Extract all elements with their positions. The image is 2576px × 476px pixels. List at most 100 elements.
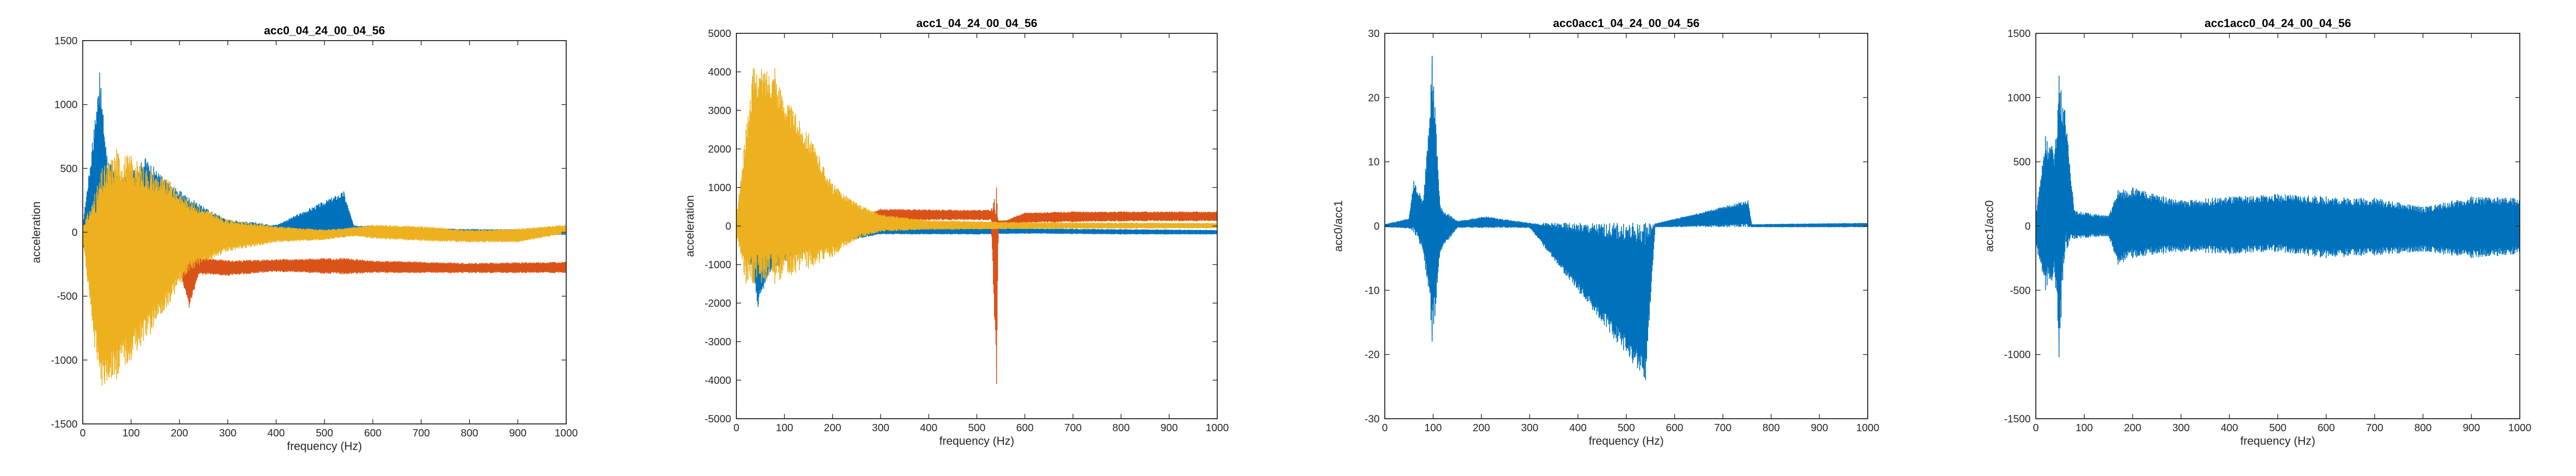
x-tick-label: 700 (2366, 422, 2383, 434)
series-line (1385, 56, 1868, 380)
x-tick-label: 400 (267, 428, 285, 439)
series-line (736, 68, 1217, 284)
x-tick-label: 100 (776, 422, 793, 434)
x-tick-label: 800 (1763, 422, 1780, 434)
x-tick-label: 600 (2317, 422, 2335, 434)
x-tick-label: 700 (1714, 422, 1731, 434)
y-axis-label: acceleration (30, 202, 43, 264)
y-tick-label: -3000 (705, 336, 731, 348)
x-tick-label: 0 (733, 422, 739, 434)
y-axis-label: acc1/acc0 (1983, 200, 1996, 252)
x-tick-label: 0 (1382, 422, 1387, 434)
x-tick-label: 900 (1811, 422, 1828, 434)
series-0 (1385, 56, 1868, 380)
panel-title: acc0_04_24_00_04_56 (264, 24, 385, 37)
x-tick-label: 600 (1016, 422, 1034, 434)
x-tick-label: 200 (171, 428, 188, 439)
x-tick-label: 600 (1666, 422, 1683, 434)
y-tick-label: 5000 (708, 28, 732, 40)
x-tick-label: 100 (1424, 422, 1442, 434)
y-tick-label: -5000 (705, 414, 731, 425)
x-tick-label: 700 (413, 428, 430, 439)
series-line (2036, 76, 2520, 357)
x-tick-label: 400 (1570, 422, 1587, 434)
x-tick-label: 300 (872, 422, 889, 434)
y-tick-label: 10 (1368, 157, 1380, 168)
y-tick-label: -500 (57, 291, 78, 303)
x-tick-label: 300 (219, 428, 236, 439)
y-tick-label: -30 (1364, 414, 1380, 425)
x-tick-label: 800 (1113, 422, 1130, 434)
x-tick-label: 600 (364, 428, 381, 439)
y-tick-label: -20 (1364, 349, 1380, 361)
x-tick-label: 200 (824, 422, 841, 434)
y-tick-label: 500 (60, 163, 78, 174)
x-tick-label: 1000 (2508, 422, 2532, 434)
y-tick-label: -10 (1364, 285, 1380, 296)
panel-title: acc1acc0_04_24_00_04_56 (2204, 17, 2351, 30)
y-tick-label: 1000 (55, 99, 78, 111)
x-tick-label: 900 (1161, 422, 1178, 434)
x-tick-label: 100 (2075, 422, 2093, 434)
x-tick-label: 200 (2124, 422, 2141, 434)
x-tick-label: 500 (1617, 422, 1635, 434)
x-tick-label: 1000 (1856, 422, 1880, 434)
panel-title: acc0acc1_04_24_00_04_56 (1553, 17, 1699, 30)
x-tick-label: 300 (2172, 422, 2189, 434)
x-tick-label: 500 (968, 422, 985, 434)
y-tick-label: -500 (2010, 285, 2031, 296)
y-tick-label: 1000 (2008, 92, 2031, 104)
panel-acc0acc1: 0 100 200 300 400 500 600 700 800 900 1000-30-20-1… (1332, 17, 1879, 447)
y-axis-label: acc0/acc1 (1332, 200, 1345, 252)
y-tick-label: 1000 (708, 182, 732, 194)
y-tick-label: -2000 (705, 298, 731, 309)
y-tick-label: 500 (2013, 157, 2031, 168)
panel-acc1acc0: 0 100 200 300 400 500 600 700 800 900 1000 -1500 -10… (1983, 17, 2531, 447)
x-tick-label: 1000 (555, 428, 578, 439)
y-tick-label: 2000 (708, 144, 732, 155)
y-tick-label: -1500 (51, 419, 78, 430)
y-tick-label: 0 (1374, 221, 1380, 232)
y-tick-label: 0 (2025, 221, 2031, 232)
series-0 (2036, 76, 2520, 357)
x-tick-label: 400 (920, 422, 937, 434)
x-axis-label: frequency (Hz) (1589, 434, 1664, 447)
y-tick-label: -4000 (705, 375, 731, 386)
y-tick-label: -1500 (2004, 414, 2031, 425)
panel-acc1: 0 100 200 300 400 500 600 700 800 900 1000 -5000 -40… (683, 17, 1229, 447)
y-tick-label: -1000 (2004, 349, 2031, 361)
y-axis-label: acceleration (683, 195, 696, 257)
series-2 (736, 68, 1217, 284)
y-tick-label: 3000 (708, 105, 732, 117)
x-tick-label: 300 (1521, 422, 1538, 434)
x-tick-label: 800 (2414, 422, 2431, 434)
y-tick-label: 30 (1368, 28, 1380, 40)
x-tick-label: 1000 (1206, 422, 1229, 434)
x-axis-label: frequency (Hz) (287, 440, 362, 453)
x-tick-label: 200 (1473, 422, 1490, 434)
x-tick-label: 500 (2269, 422, 2286, 434)
x-tick-label: 800 (461, 428, 478, 439)
y-tick-label: 1500 (55, 35, 78, 47)
y-tick-label: 1500 (2008, 28, 2031, 40)
series-line (83, 149, 566, 386)
y-tick-label: 20 (1368, 92, 1380, 104)
y-tick-label: 4000 (708, 67, 732, 78)
y-tick-label: -1000 (51, 355, 78, 366)
x-axis-label: frequency (Hz) (2240, 434, 2315, 447)
x-tick-label: 100 (122, 428, 139, 439)
x-tick-label: 0 (2033, 422, 2038, 434)
x-tick-label: 400 (2221, 422, 2238, 434)
panel-acc0: 0 100 200 300 400 500 600 700 800 900 1000 -1500 -10… (30, 24, 578, 453)
x-tick-label: 900 (509, 428, 526, 439)
x-tick-label: 900 (2463, 422, 2480, 434)
y-tick-label: 0 (72, 227, 78, 239)
x-axis-label: frequency (Hz) (939, 434, 1014, 447)
y-tick-label: 0 (725, 221, 731, 232)
x-tick-label: 0 (80, 428, 85, 439)
series-2 (83, 149, 566, 386)
x-tick-label: 700 (1064, 422, 1081, 434)
panel-title: acc1_04_24_00_04_56 (916, 17, 1037, 30)
y-tick-label: -1000 (705, 259, 731, 271)
